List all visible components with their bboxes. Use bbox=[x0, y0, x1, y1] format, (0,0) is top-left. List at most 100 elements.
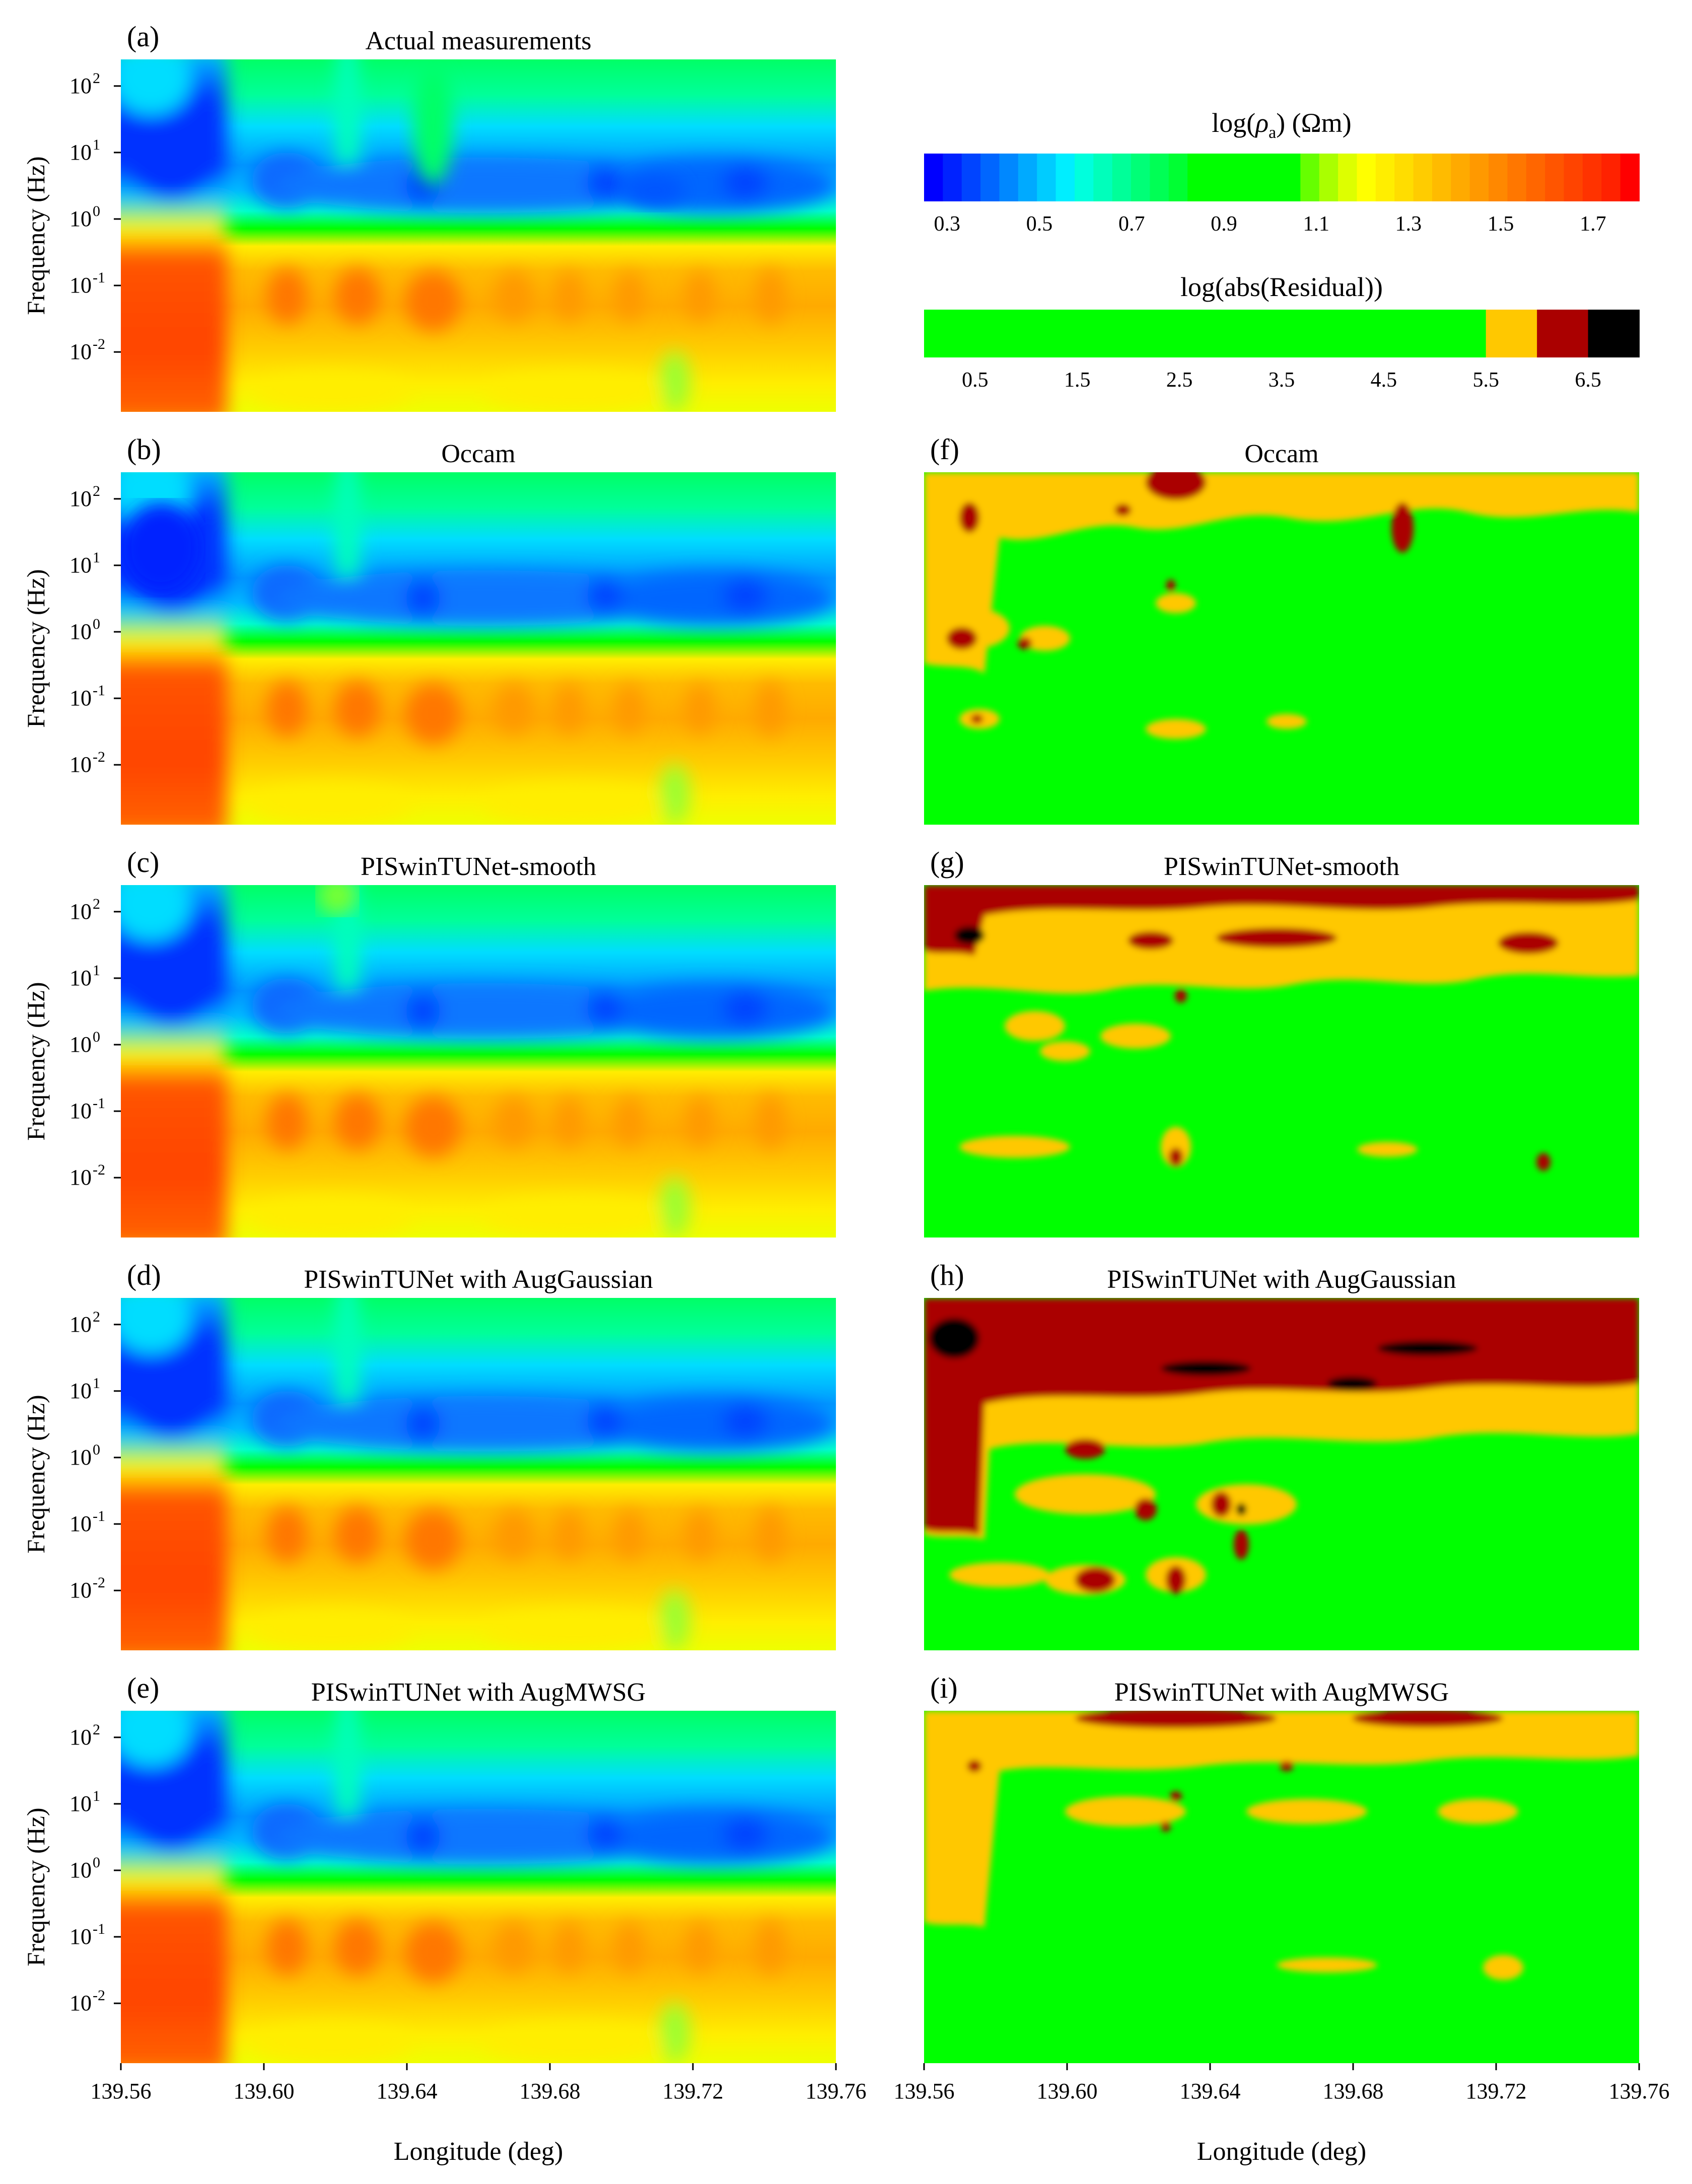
y-tick-label: 10 bbox=[69, 553, 92, 577]
panel-i-label: (i) bbox=[930, 1671, 958, 1704]
panel-b-label: (b) bbox=[127, 433, 161, 466]
colorbar-rho-segment bbox=[1150, 154, 1169, 201]
y-tick-label: 10 bbox=[69, 1099, 92, 1123]
y-tick-exponent: -1 bbox=[93, 1095, 105, 1112]
y-tick-label: 10 bbox=[69, 1991, 92, 2015]
panel-c-title: PISwinTUNet-smooth bbox=[361, 852, 596, 881]
x-axis-label-right: Longitude (deg) bbox=[1197, 2137, 1366, 2166]
x-tick-label: 139.56 bbox=[91, 2079, 152, 2103]
colorbar-residual-tick: 5.5 bbox=[1472, 369, 1499, 392]
colorbar-rho-segment bbox=[1282, 154, 1301, 201]
panel-e-title: PISwinTUNet with AugMWSG bbox=[311, 1678, 646, 1707]
y-tick-label: 10 bbox=[69, 273, 92, 298]
y-tick-label: 10 bbox=[69, 1312, 92, 1337]
colorbar-rho-segment bbox=[1469, 154, 1490, 201]
x-tick-label: 139.68 bbox=[1323, 2079, 1384, 2103]
x-tick-label: 139.68 bbox=[520, 2079, 581, 2103]
colorbar-residual-segment bbox=[1486, 310, 1538, 357]
panel-h-label: (h) bbox=[930, 1259, 964, 1291]
panel-g-label: (g) bbox=[930, 846, 964, 879]
y-tick-label: 10 bbox=[69, 1378, 92, 1403]
x-tick-label: 139.76 bbox=[806, 2079, 867, 2103]
y-tick-label: 10 bbox=[69, 1725, 92, 1750]
y-tick-exponent: -1 bbox=[93, 1508, 105, 1524]
y-tick-label: 10 bbox=[69, 1511, 92, 1536]
colorbar-rho-segment bbox=[1620, 154, 1640, 201]
y-tick-exponent: 1 bbox=[93, 962, 100, 979]
y-axis-label-a: Frequency (Hz) bbox=[22, 156, 50, 315]
colorbar-residual-tick: 1.5 bbox=[1064, 369, 1091, 392]
panel-c-label: (c) bbox=[127, 846, 159, 879]
colorbar-rho-segment bbox=[1451, 154, 1470, 201]
colorbar-rho-segment bbox=[1074, 154, 1094, 201]
panel-b bbox=[121, 442, 836, 835]
colorbar-rho-segment bbox=[1319, 154, 1339, 201]
panel-a bbox=[101, 29, 836, 422]
panel-d bbox=[101, 1268, 836, 1660]
panel-a-label: (a) bbox=[127, 20, 159, 53]
panel-d-label: (d) bbox=[127, 1259, 161, 1291]
y-tick-exponent: 0 bbox=[93, 1854, 100, 1871]
panel-h bbox=[924, 1298, 1639, 1650]
y-axis-labels: Frequency (Hz) Frequency (Hz) Frequency … bbox=[22, 156, 50, 1966]
panel-e bbox=[101, 1681, 836, 2073]
y-tick-exponent: -2 bbox=[93, 1161, 105, 1178]
y-axis-label-d: Frequency (Hz) bbox=[22, 1395, 50, 1553]
y-tick-exponent: -1 bbox=[93, 269, 105, 286]
y-tick-exponent: -1 bbox=[93, 1921, 105, 1937]
colorbar-rho-segment bbox=[980, 154, 1000, 201]
y-tick-exponent: -2 bbox=[93, 749, 105, 765]
y-tick-label: 10 bbox=[69, 1445, 92, 1470]
colorbar-rho-segment bbox=[1375, 154, 1395, 201]
colorbar-rho-segment bbox=[1507, 154, 1527, 201]
colorbar-residual-ticks: 0.5 1.5 2.5 3.5 4.5 5.5 6.5 bbox=[962, 369, 1601, 392]
y-tick-exponent: -1 bbox=[93, 682, 105, 699]
x-tick-label: 139.60 bbox=[234, 2079, 295, 2103]
x-tick-label: 139.64 bbox=[1180, 2079, 1241, 2103]
colorbar-residual-title: log(abs(Residual)) bbox=[1180, 272, 1383, 302]
colorbar-rho-title: log(ρa) (Ωm) bbox=[1212, 108, 1352, 142]
panel-i-title: PISwinTUNet with AugMWSG bbox=[1114, 1678, 1449, 1707]
colorbar-rho-tick: 0.5 bbox=[1026, 212, 1053, 236]
colorbar-rho-ticks: 0.3 0.5 0.7 0.9 1.1 1.3 1.5 1.7 bbox=[934, 212, 1606, 236]
y-tick-exponent: -2 bbox=[93, 1987, 105, 2004]
axes: 10 210 110 010 -110 -210 210 110 010 -110 -210 210 1… bbox=[69, 70, 1670, 2103]
x-tick-label: 139.64 bbox=[377, 2079, 438, 2103]
colorbar-residual-tick: 4.5 bbox=[1371, 369, 1397, 392]
y-tick-exponent: 2 bbox=[93, 1308, 100, 1325]
colorbar-residual-segment bbox=[924, 310, 1487, 357]
colorbar-rho-segment bbox=[1187, 154, 1207, 201]
y-tick-exponent: 2 bbox=[93, 483, 100, 499]
colorbar-rho-segment bbox=[1112, 154, 1132, 201]
y-tick-label: 10 bbox=[69, 899, 92, 924]
panel-b-title: Occam bbox=[441, 440, 515, 468]
y-tick-exponent: 2 bbox=[93, 1721, 100, 1738]
y-tick-exponent: -2 bbox=[93, 336, 105, 352]
y-tick-exponent: 2 bbox=[93, 70, 100, 87]
colorbar-rho-segment bbox=[1018, 154, 1038, 201]
colorbar-rho-segment bbox=[943, 154, 962, 201]
y-tick-label: 10 bbox=[69, 1858, 92, 1882]
y-tick-label: 10 bbox=[69, 140, 92, 165]
colorbar-rho-segment bbox=[1526, 154, 1546, 201]
y-tick-exponent: 0 bbox=[93, 203, 100, 220]
colorbar-rho-segment bbox=[1225, 154, 1245, 201]
colorbar-rho-segment bbox=[1432, 154, 1452, 201]
x-tick-label: 139.76 bbox=[1609, 2079, 1670, 2103]
colorbar-residual-tick: 0.5 bbox=[962, 369, 989, 392]
colorbar-rho-tick: 0.7 bbox=[1118, 212, 1145, 236]
y-tick-exponent: 2 bbox=[93, 896, 100, 912]
colorbar-rho-segment bbox=[1168, 154, 1188, 201]
x-tick-label: 139.56 bbox=[894, 2079, 955, 2103]
colorbar-rho-tick: 0.3 bbox=[934, 212, 961, 236]
y-axis-label-e: Frequency (Hz) bbox=[22, 1807, 50, 1966]
y-tick-label: 10 bbox=[69, 486, 92, 511]
y-tick-label: 10 bbox=[69, 1165, 92, 1190]
colorbar-rho-segment bbox=[961, 154, 981, 201]
colorbar-residual-tick: 3.5 bbox=[1268, 369, 1295, 392]
colorbar-rho-segment bbox=[1338, 154, 1358, 201]
y-axis-label-b: Frequency (Hz) bbox=[22, 569, 50, 727]
colorbar-rho-segment bbox=[1037, 154, 1056, 201]
colorbar-residual-segment bbox=[1588, 310, 1640, 357]
